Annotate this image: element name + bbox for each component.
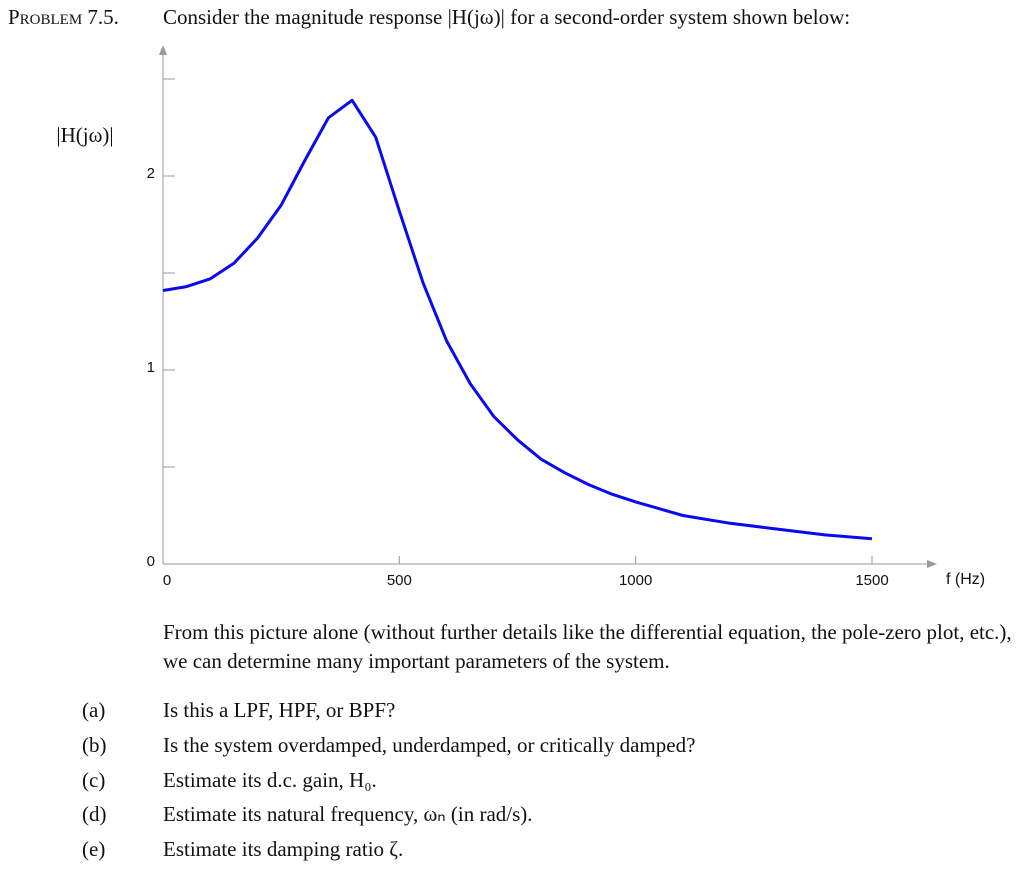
question-text: Estimate its damping ratio ζ.: [163, 837, 404, 862]
x-axis-label: f (Hz): [946, 571, 985, 588]
response-curve: [162, 98, 873, 541]
question-label: (d): [82, 802, 107, 827]
question-label: (c): [82, 767, 106, 792]
question-label: (b): [82, 732, 107, 757]
question-text: Is the system overdamped, underdamped, o…: [163, 732, 696, 757]
chart: |H(jω)| f (Hz) 0 1 2 0 500 1000 1500: [56, 45, 985, 589]
problem-text: Consider the magnitude response |H(jω)| …: [163, 5, 851, 29]
x-tick-label: 1000: [619, 572, 652, 589]
question-text: Estimate its natural frequency, ωₙ (in r…: [163, 802, 533, 827]
x-tick-label: 0: [163, 572, 171, 589]
x-tick-label: 500: [387, 572, 412, 589]
question-label: (a): [82, 698, 106, 722]
y-tick-label: 1: [147, 359, 155, 376]
y-tick-label: 0: [147, 553, 155, 570]
problem-label: Problem 7.5.: [8, 5, 119, 29]
y-axis-label: |H(jω)|: [56, 123, 113, 147]
x-tick-label: 1500: [855, 572, 888, 589]
intro-paragraph: From this picture alone (without further…: [163, 620, 1012, 673]
question-text: Estimate its d.c. gain, H₀.: [163, 767, 377, 792]
question-text: Is this a LPF, HPF, or BPF?: [163, 698, 396, 722]
y-tick-label: 2: [147, 165, 155, 182]
question-label: (e): [82, 837, 106, 862]
